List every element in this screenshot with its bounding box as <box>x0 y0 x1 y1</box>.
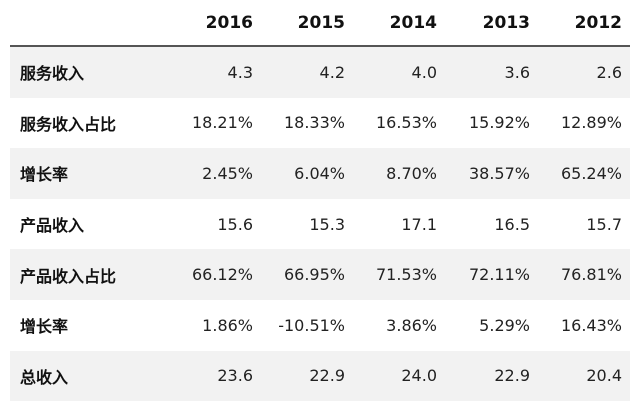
table-cell: 15.7 <box>586 214 622 234</box>
table-cell: 66.12% <box>191 265 253 285</box>
table-cell: 22.9 <box>309 366 345 386</box>
table-cell: 3.86% <box>386 315 437 335</box>
row-background <box>10 350 630 402</box>
table-cell: 18.33% <box>283 113 345 133</box>
table-cell: 5.29% <box>479 315 530 335</box>
table-cell: 66.95% <box>283 265 345 285</box>
table-cell: 65.24% <box>560 163 622 183</box>
row-background <box>10 47 630 98</box>
table-cell: 38.57% <box>468 163 530 183</box>
table-cell: 23.6 <box>217 366 253 386</box>
row-label: 产品收入 <box>20 216 85 236</box>
table-cell: 2.45% <box>202 163 253 183</box>
row-label: 增长率 <box>20 165 69 185</box>
table-cell: 8.70% <box>386 163 437 183</box>
row-background <box>10 249 630 300</box>
column-header: 2013 <box>482 12 530 33</box>
row-label: 产品收入占比 <box>20 266 117 286</box>
table-cell: 15.3 <box>309 214 345 234</box>
row-label: 总收入 <box>20 367 69 387</box>
row-label: 增长率 <box>20 317 69 337</box>
column-header: 2014 <box>389 12 437 33</box>
table-cell: 17.1 <box>401 214 437 234</box>
table-cell: -10.51% <box>278 315 345 335</box>
table-cell: 16.53% <box>375 113 437 133</box>
table-cell: 12.89% <box>560 113 622 133</box>
table-cell: 4.3 <box>227 62 253 82</box>
header-rule <box>10 45 630 47</box>
table-cell: 4.0 <box>411 62 437 82</box>
table-cell: 76.81% <box>560 265 622 285</box>
table-cell: 71.53% <box>375 265 437 285</box>
table-cell: 3.6 <box>504 62 530 82</box>
table-cell: 1.86% <box>202 315 253 335</box>
table-cell: 72.11% <box>468 265 530 285</box>
table-cell: 2.6 <box>596 62 622 82</box>
table-cell: 15.92% <box>468 113 530 133</box>
column-header: 2016 <box>205 12 253 33</box>
table-cell: 20.4 <box>586 366 622 386</box>
column-header: 2012 <box>574 12 622 33</box>
table-cell: 22.9 <box>494 366 530 386</box>
table-cell: 6.04% <box>294 163 345 183</box>
row-label: 服务收入占比 <box>20 114 117 134</box>
row-label: 服务收入 <box>20 64 85 84</box>
table-cell: 18.21% <box>191 113 253 133</box>
table-cell: 24.0 <box>401 366 437 386</box>
table-cell: 4.2 <box>319 62 345 82</box>
row-background <box>10 148 630 199</box>
table-cell: 15.6 <box>217 214 253 234</box>
column-header: 2015 <box>297 12 345 33</box>
table-cell: 16.43% <box>560 315 622 335</box>
table-cell: 16.5 <box>494 214 530 234</box>
